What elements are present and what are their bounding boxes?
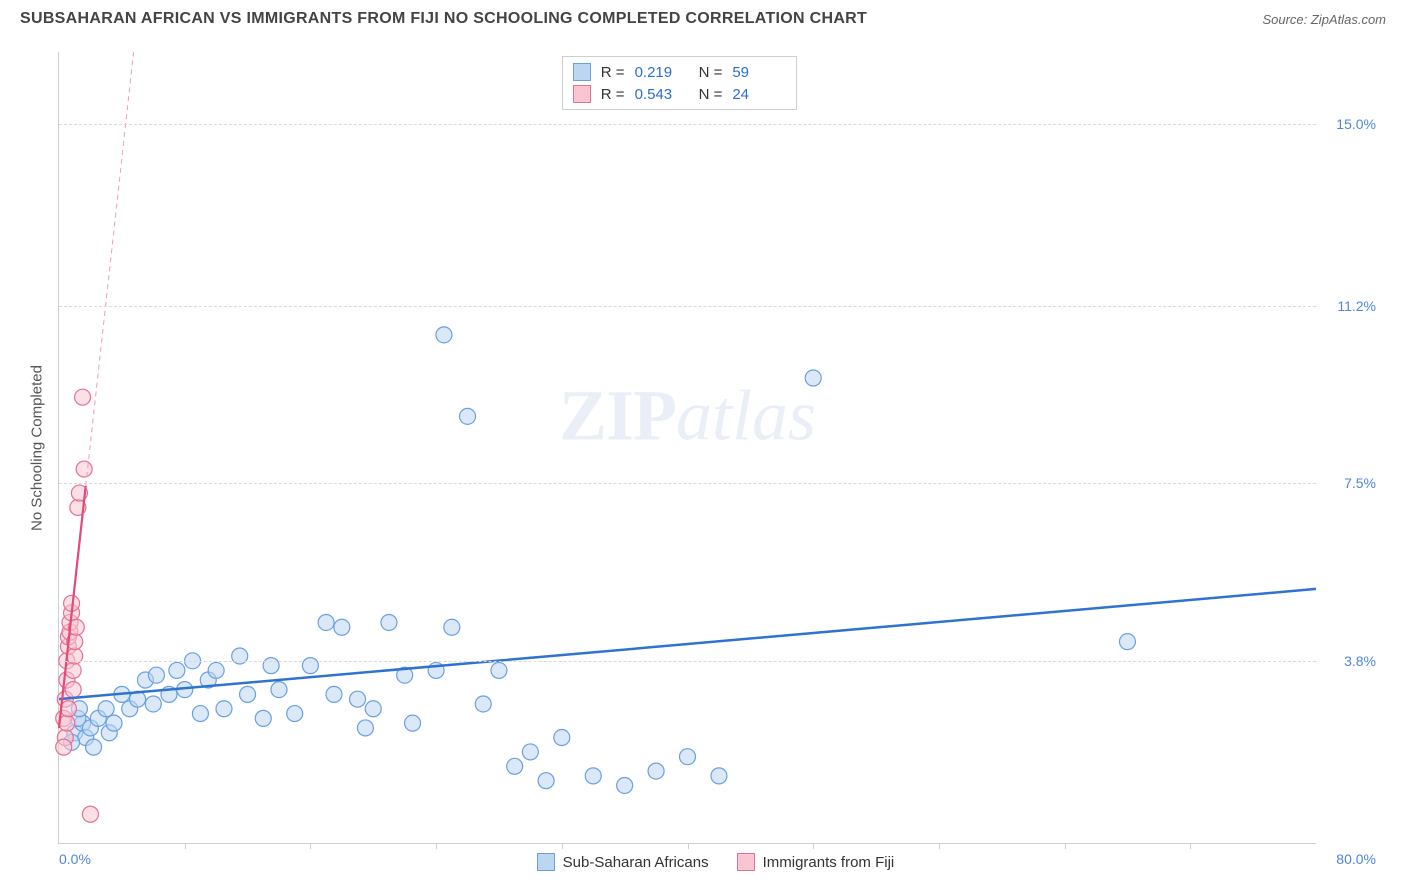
data-point	[145, 696, 161, 712]
x-min-label: 0.0%	[59, 851, 91, 867]
data-point	[554, 730, 570, 746]
data-point	[65, 682, 81, 698]
data-point	[444, 619, 460, 635]
x-max-label: 80.0%	[1336, 851, 1376, 867]
r-label: R =	[601, 86, 625, 103]
x-tick	[310, 843, 311, 849]
data-point	[365, 701, 381, 717]
x-tick	[939, 843, 940, 849]
x-tick	[1190, 843, 1191, 849]
data-point	[460, 408, 476, 424]
x-tick	[436, 843, 437, 849]
data-point	[350, 691, 366, 707]
gridline-h	[59, 483, 1316, 484]
legend-swatch-blue	[537, 853, 555, 871]
legend-label-pink: Immigrants from Fiji	[763, 854, 895, 871]
data-point	[1119, 634, 1135, 650]
data-point	[318, 614, 334, 630]
data-point	[148, 667, 164, 683]
r-value-pink: 0.543	[635, 86, 689, 103]
data-point	[65, 662, 81, 678]
x-tick	[562, 843, 563, 849]
trend-line	[86, 52, 134, 486]
data-point	[334, 619, 350, 635]
x-tick	[1065, 843, 1066, 849]
data-point	[106, 715, 122, 731]
data-point	[59, 715, 75, 731]
data-point	[357, 720, 373, 736]
chart-title: SUBSAHARAN AFRICAN VS IMMIGRANTS FROM FI…	[20, 10, 867, 28]
data-point	[538, 773, 554, 789]
legend-swatch-blue	[573, 63, 591, 81]
chart-container: No Schooling Completed ZIPatlas R = 0.21…	[20, 44, 1386, 882]
data-point	[805, 370, 821, 386]
data-point	[522, 744, 538, 760]
data-point	[169, 662, 185, 678]
data-point	[98, 701, 114, 717]
n-value-pink: 24	[732, 86, 786, 103]
plot-area: No Schooling Completed ZIPatlas R = 0.21…	[58, 52, 1316, 844]
data-point	[585, 768, 601, 784]
x-tick	[185, 843, 186, 849]
legend-swatch-pink	[573, 85, 591, 103]
y-tick-label: 11.2%	[1337, 298, 1376, 314]
correlation-row-blue: R = 0.219 N = 59	[573, 61, 787, 83]
y-tick-label: 7.5%	[1344, 475, 1376, 491]
series-legend: Sub-Saharan Africans Immigrants from Fij…	[537, 853, 895, 871]
scatter-svg	[59, 52, 1316, 843]
n-label: N =	[699, 86, 723, 103]
data-point	[648, 763, 664, 779]
data-point	[56, 739, 72, 755]
data-point	[208, 662, 224, 678]
legend-item-pink: Immigrants from Fiji	[737, 853, 895, 871]
x-tick	[813, 843, 814, 849]
x-tick	[688, 843, 689, 849]
data-point	[76, 461, 92, 477]
data-point	[475, 696, 491, 712]
data-point	[271, 682, 287, 698]
data-point	[507, 758, 523, 774]
chart-source: Source: ZipAtlas.com	[1262, 12, 1386, 27]
data-point	[192, 706, 208, 722]
data-point	[326, 686, 342, 702]
legend-swatch-pink	[737, 853, 755, 871]
r-value-blue: 0.219	[635, 64, 689, 81]
data-point	[216, 701, 232, 717]
legend-label-blue: Sub-Saharan Africans	[563, 854, 709, 871]
n-value-blue: 59	[732, 64, 786, 81]
data-point	[617, 777, 633, 793]
data-point	[287, 706, 303, 722]
r-label: R =	[601, 64, 625, 81]
y-tick-label: 15.0%	[1336, 116, 1376, 132]
gridline-h	[59, 124, 1316, 125]
gridline-h	[59, 306, 1316, 307]
data-point	[680, 749, 696, 765]
y-tick-label: 3.8%	[1344, 653, 1376, 669]
gridline-h	[59, 661, 1316, 662]
data-point	[436, 327, 452, 343]
data-point	[405, 715, 421, 731]
chart-header: SUBSAHARAN AFRICAN VS IMMIGRANTS FROM FI…	[0, 0, 1406, 34]
n-label: N =	[699, 64, 723, 81]
data-point	[75, 389, 91, 405]
data-point	[240, 686, 256, 702]
correlation-legend: R = 0.219 N = 59 R = 0.543 N = 24	[562, 56, 798, 110]
data-point	[86, 739, 102, 755]
data-point	[82, 806, 98, 822]
correlation-row-pink: R = 0.543 N = 24	[573, 83, 787, 105]
legend-item-blue: Sub-Saharan Africans	[537, 853, 709, 871]
data-point	[711, 768, 727, 784]
data-point	[255, 710, 271, 726]
data-point	[491, 662, 507, 678]
data-point	[381, 614, 397, 630]
y-axis-label: No Schooling Completed	[29, 365, 46, 531]
